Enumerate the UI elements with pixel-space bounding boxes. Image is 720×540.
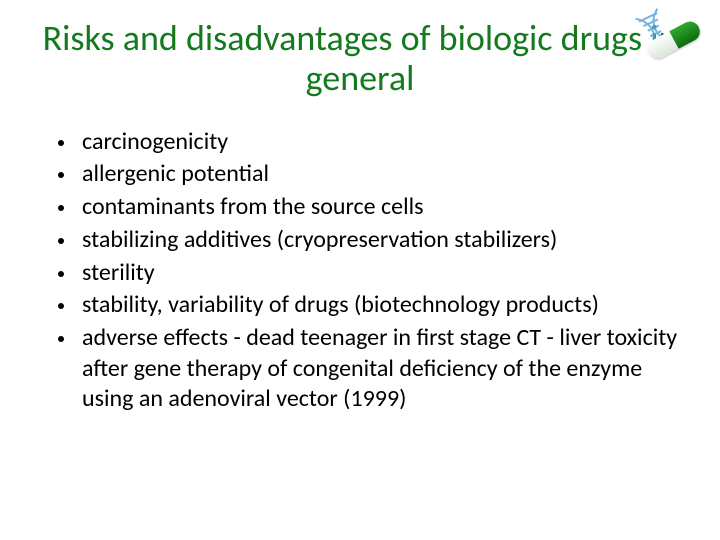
list-item: carcinogenicity <box>58 127 696 158</box>
list-item: stabilizing additives (cryopreservation … <box>58 225 696 256</box>
list-item-text: contaminants from the source cells <box>82 192 696 223</box>
list-item-text: carcinogenicity <box>82 127 696 158</box>
list-item: adverse effects - dead teenager in first… <box>58 323 696 415</box>
bullet-icon <box>58 172 64 178</box>
bullet-icon <box>58 140 64 146</box>
bullet-icon <box>58 205 64 211</box>
list-item: sterility <box>58 258 696 289</box>
list-item-text: allergenic potential <box>82 159 696 190</box>
list-item: allergenic potential <box>58 159 696 190</box>
bullet-icon <box>58 271 64 277</box>
list-item-text: sterility <box>82 258 696 289</box>
list-item-text: adverse effects - dead teenager in first… <box>82 323 696 415</box>
bullet-icon <box>58 238 64 244</box>
bullet-list: carcinogenicity allergenic potential con… <box>0 99 720 415</box>
list-item: contaminants from the source cells <box>58 192 696 223</box>
corner-decoration <box>620 6 710 66</box>
list-item-text: stabilizing additives (cryopreservation … <box>82 225 696 256</box>
bullet-icon <box>58 303 64 309</box>
list-item: stability, variability of drugs (biotech… <box>58 290 696 321</box>
slide-title: Risks and disadvantages of biologic drug… <box>0 0 720 99</box>
bullet-icon <box>58 336 64 342</box>
list-item-text: stability, variability of drugs (biotech… <box>82 290 696 321</box>
